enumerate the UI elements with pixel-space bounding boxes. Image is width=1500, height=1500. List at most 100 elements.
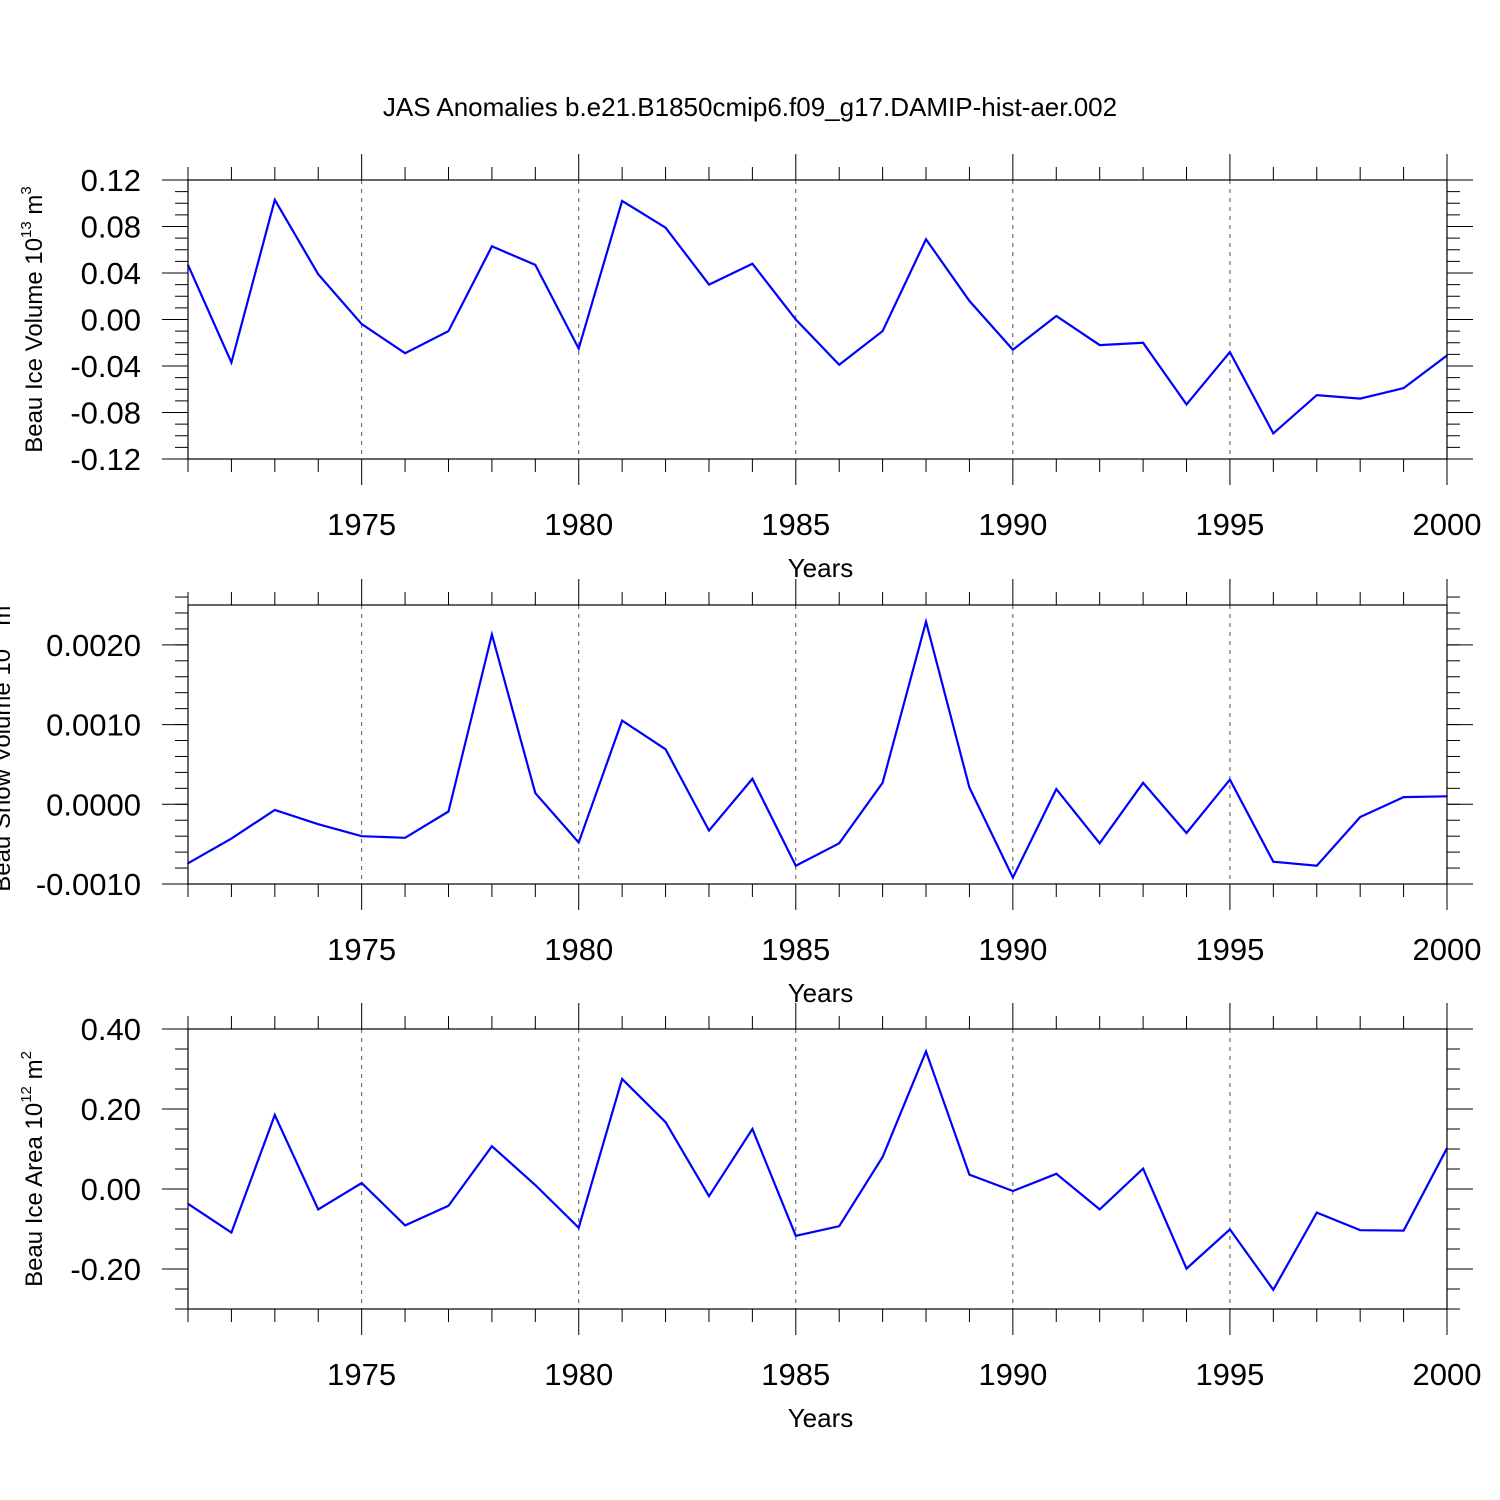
data-point-1980 [577,841,580,844]
data-point-1981 [621,719,623,722]
data-point-1999 [1402,1229,1405,1232]
data-point-1983 [708,283,710,286]
data-point-1973 [274,198,276,201]
series-line [187,617,1448,881]
x-tick-label-1985: 1985 [761,1357,830,1392]
panel-1: 0.12 0.08 0.04 0.00 -0.04 -0.08 -0.12 1975 1980 1… [18,154,1481,583]
data-point-1985 [794,864,797,867]
data-point-1977 [447,810,450,813]
data-point-1984 [751,777,754,780]
data-point-1973 [274,1114,276,1116]
chart-title: JAS Anomalies b.e21.B1850cmip6.f09_g17.D… [383,92,1117,122]
series-line [187,1048,1448,1292]
data-point-1997 [1315,1211,1318,1214]
data-point-1984 [751,262,754,265]
data-point-1996 [1272,432,1275,435]
data-point-1995 [1229,351,1231,353]
data-point-1992 [1098,1208,1101,1211]
data-point-1985 [794,1235,797,1237]
data-point-1999 [1402,387,1405,389]
data-point-1996 [1272,860,1275,863]
data-point-1978 [491,1145,493,1147]
data-point-1975 [360,1182,363,1184]
x-tick-label-1975: 1975 [327,932,396,967]
y-axis-title-main: Beau Snow Volume 10 [0,649,16,892]
data-point-1995 [1229,778,1231,781]
y-tick-label: -0.20 [70,1252,141,1287]
data-point-1975 [360,323,363,325]
y-axis-title-unit: m [21,195,48,222]
data-point-1993 [1142,1167,1144,1170]
x-tick-label-1990: 1990 [978,1357,1047,1392]
data-point-1982 [664,1121,667,1123]
data-point-1990 [1012,876,1014,879]
data-point-1979 [534,792,537,794]
y-axis-title-unit: m [0,606,16,633]
data-point-1977 [447,1205,450,1207]
y-tick-label: 0.04 [81,256,141,291]
plot-frame [187,604,1448,885]
x-tick-label-1980: 1980 [544,932,613,967]
x-tick-label-1980: 1980 [544,507,613,542]
y-tick-label: 0.0010 [46,708,141,743]
data-point-1993 [1142,341,1144,344]
data-point-1972 [230,837,233,840]
data-point-1975 [360,835,363,837]
data-point-1982 [664,748,667,751]
data-point-1976 [404,352,406,355]
data-point-1972 [230,361,233,364]
data-point-1974 [317,823,320,826]
series-line [186,196,1448,436]
y-tick-label: 0.00 [81,303,141,338]
data-point-1988 [925,238,927,241]
data-point-1976 [404,836,406,839]
x-tick-label-1985: 1985 [761,932,830,967]
x-tick-label-1985: 1985 [761,507,830,542]
y-tick-label: 0.0020 [46,628,141,663]
y-tick-label: 0.20 [81,1092,141,1127]
x-tick-label-1975: 1975 [327,507,396,542]
y-axis-title-main: Beau Ice Area 10 [21,1103,48,1287]
panel-2: 0.0020 0.0010 0.0000 -0.0010 1975 1980 1985 199… [0,579,1481,1008]
y-tick-label: 0.08 [81,210,141,245]
data-point-1991 [1055,788,1058,790]
x-tick-label-2000: 2000 [1413,932,1482,967]
data-point-1979 [534,264,537,266]
data-point-1988 [925,620,927,623]
x-tick-label-1975: 1975 [327,1357,396,1392]
data-point-1982 [664,226,667,229]
y-tick-label: 0.12 [81,163,141,198]
data-point-1973 [274,809,276,811]
y-tick-label: 0.00 [81,1172,141,1207]
y-axis-title-unit-exp: 3 [0,597,3,605]
data-point-1987 [881,330,884,332]
data-point-1972 [230,1231,233,1234]
y-axis-title: Beau Ice Area 1012 m2 [18,1051,48,1287]
y-tick-label: -0.04 [70,349,141,384]
x-tick-label-1995: 1995 [1195,932,1264,967]
data-point-1994 [1185,832,1188,834]
x-tick-label-1995: 1995 [1195,507,1264,542]
x-tick-label-1995: 1995 [1195,1357,1264,1392]
data-point-1992 [1098,344,1101,346]
data-point-1974 [317,1208,320,1211]
data-point-1994 [1185,403,1188,406]
x-tick-label-1980: 1980 [544,1357,613,1392]
data-point-1986 [838,364,841,366]
data-point-1978 [491,633,493,636]
data-point-1980 [577,1227,580,1229]
data-point-1996 [1272,1289,1275,1291]
data-point-1990 [1012,348,1014,351]
data-point-1999 [1402,796,1405,798]
data-point-1980 [577,347,580,350]
x-tick-label-1990: 1990 [978,932,1047,967]
data-point-1995 [1229,1228,1231,1231]
panel-3: 0.40 0.20 0.00 -0.20 1975 1980 1985 1990 1995 200… [18,1003,1481,1433]
x-axis-title: Years [788,978,854,1008]
data-point-1988 [925,1050,927,1053]
y-axis-title: Beau Ice Volume 1013 m3 [18,186,48,453]
data-point-1992 [1098,842,1101,845]
y-axis-title-unit: m [21,1059,48,1086]
x-tick-label-1990: 1990 [978,507,1047,542]
